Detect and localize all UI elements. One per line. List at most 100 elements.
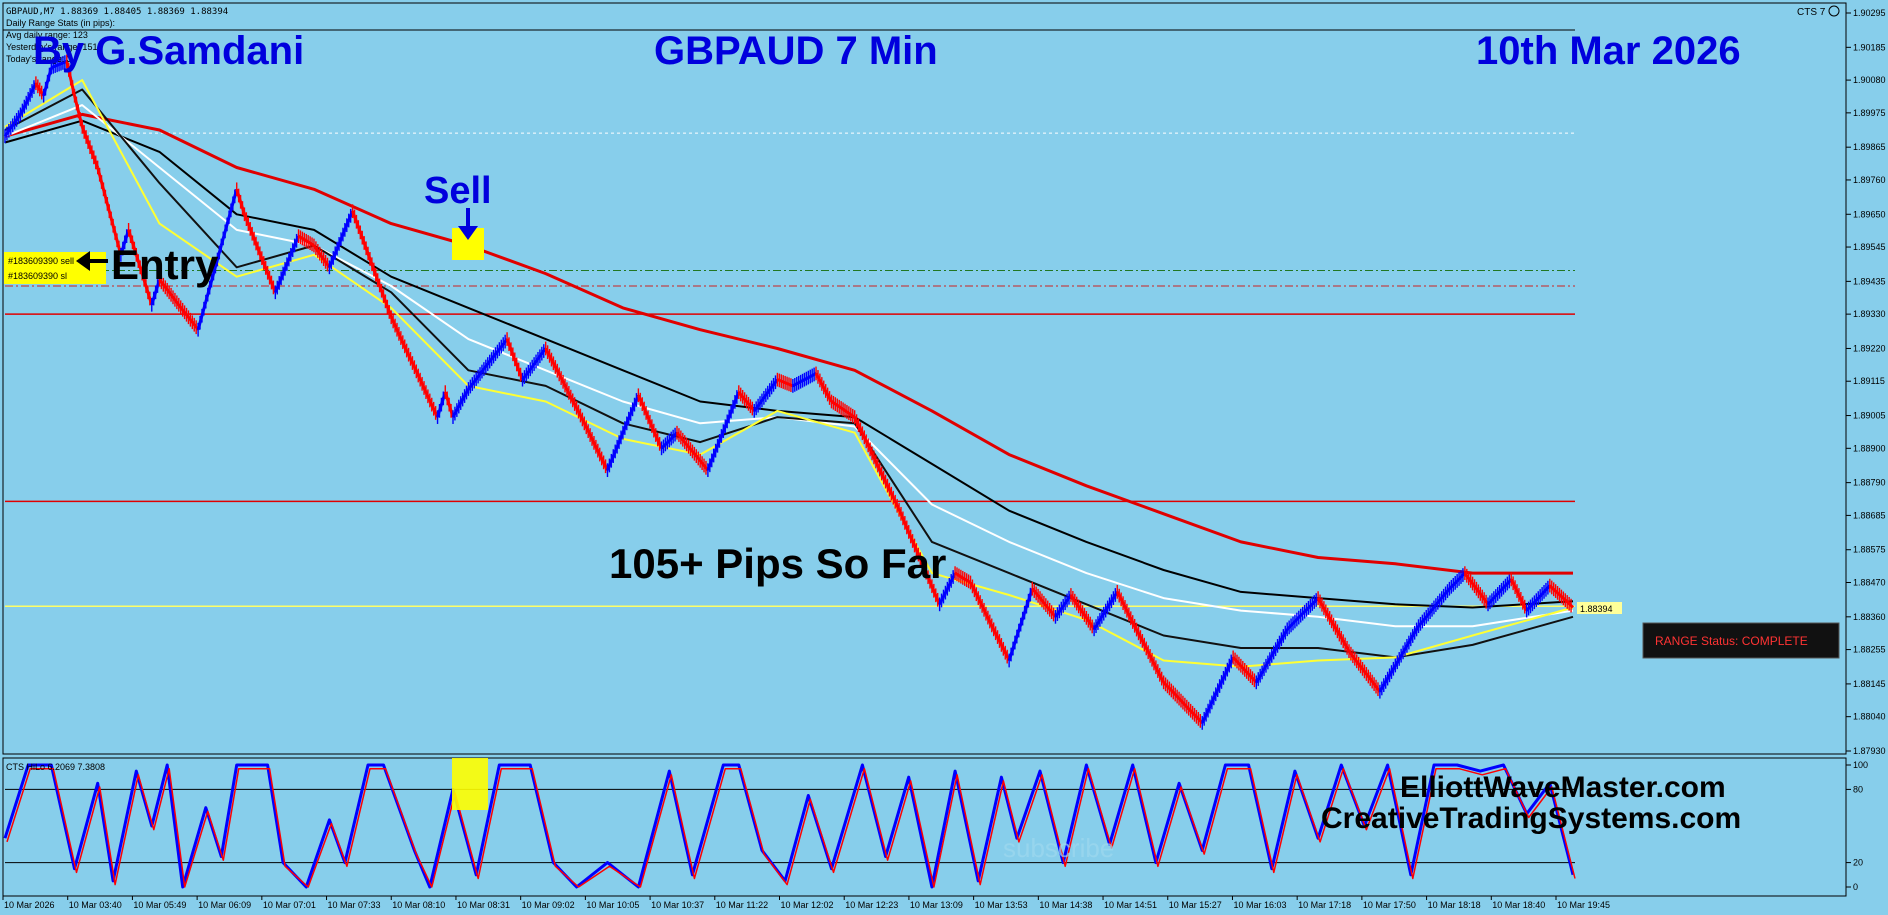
price-bar-body bbox=[235, 188, 246, 215]
price-bar-body bbox=[1193, 713, 1204, 724]
symbol-info: GBPAUD,M7 1.88369 1.88405 1.88369 1.8839… bbox=[6, 7, 228, 17]
price-bar-body bbox=[753, 399, 764, 412]
price-bar-body bbox=[1332, 623, 1343, 639]
price-bar-body bbox=[768, 378, 779, 391]
price-bar-body bbox=[838, 405, 848, 414]
price-bar-body bbox=[266, 272, 277, 293]
price-bar-body bbox=[629, 394, 640, 415]
price-bar-body bbox=[413, 366, 424, 385]
price-bar-body bbox=[660, 439, 671, 450]
price-bar-body bbox=[243, 213, 254, 235]
time-tick-label: 10 Mar 08:31 bbox=[457, 900, 510, 910]
price-bar-body bbox=[552, 362, 563, 379]
price-bar-body bbox=[281, 254, 293, 275]
price-bar-body bbox=[196, 301, 208, 331]
price-bar-body bbox=[1069, 594, 1080, 608]
price-bar-body bbox=[26, 82, 38, 100]
time-tick-label: 10 Mar 06:09 bbox=[198, 900, 251, 910]
osc-tick-label: 100 bbox=[1853, 760, 1868, 770]
sell-order-label: #183609390 sell bbox=[8, 256, 74, 266]
price-bar-body bbox=[150, 279, 161, 306]
price-bar-body bbox=[621, 413, 633, 434]
price-bar-body bbox=[1200, 705, 1212, 724]
cts-label: CTS 7 bbox=[1797, 7, 1826, 18]
price-bar-body bbox=[181, 308, 192, 321]
price-bar-body bbox=[1486, 594, 1497, 606]
price-bar-body bbox=[1432, 597, 1443, 609]
price-bar-body bbox=[42, 67, 53, 97]
time-tick-label: 10 Mar 08:10 bbox=[392, 900, 445, 910]
price-bar-body bbox=[1131, 621, 1142, 638]
price-bar-body bbox=[50, 63, 60, 69]
price-bar-body bbox=[358, 231, 370, 255]
price-bar-body bbox=[397, 333, 409, 352]
time-tick-label: 10 Mar 13:09 bbox=[910, 900, 963, 910]
osc-tick-label: 80 bbox=[1853, 784, 1863, 794]
price-bar-body bbox=[1162, 681, 1173, 692]
price-bar-body bbox=[644, 412, 656, 432]
price-bar-body bbox=[1270, 641, 1281, 657]
oscillator-label: CTS HiLo 6.2069 7.3808 bbox=[6, 762, 105, 772]
price-bar-body bbox=[459, 388, 470, 404]
price-bar-body bbox=[1000, 644, 1011, 662]
price-tick-label: 1.89760 bbox=[1853, 175, 1886, 185]
price-bar-body bbox=[930, 585, 942, 605]
price-bar-body bbox=[273, 272, 285, 293]
price-bar-body bbox=[1401, 638, 1413, 654]
price-bar-body bbox=[822, 386, 833, 403]
price-bar-body bbox=[1541, 584, 1551, 595]
price-bar-body bbox=[65, 61, 76, 97]
price-bar-body bbox=[830, 400, 841, 408]
author-label: By G.Samdani bbox=[33, 29, 304, 73]
price-tick-label: 1.90080 bbox=[1853, 75, 1886, 85]
price-tick-label: 1.89330 bbox=[1853, 309, 1886, 319]
price-bar-body bbox=[946, 572, 957, 590]
price-bar-body bbox=[73, 95, 84, 128]
price-bar-body bbox=[1456, 572, 1466, 582]
price-tick-label: 1.88255 bbox=[1853, 645, 1886, 655]
price-bar-body bbox=[915, 549, 926, 569]
price-bar-body bbox=[305, 239, 315, 247]
price-bar-body bbox=[204, 273, 215, 303]
moving-averages bbox=[4, 79, 1574, 668]
price-bar-body bbox=[103, 196, 115, 227]
time-tick-label: 10 Mar 18:40 bbox=[1492, 900, 1545, 910]
price-bar-body bbox=[1247, 673, 1258, 684]
price-bar-body bbox=[954, 571, 964, 580]
price-bar-body bbox=[590, 438, 602, 456]
price-bar-body bbox=[474, 368, 486, 380]
price-tick-label: 1.90295 bbox=[1853, 8, 1886, 18]
price-bar-body bbox=[443, 391, 455, 418]
price-bar-body bbox=[158, 278, 169, 291]
price-bar-body bbox=[536, 347, 547, 360]
price-bar-body bbox=[1293, 612, 1304, 623]
price-tick-label: 1.88360 bbox=[1853, 612, 1886, 622]
price-bar-body bbox=[1556, 591, 1567, 602]
price-bar-body bbox=[119, 229, 131, 256]
price-bar-body bbox=[382, 295, 393, 318]
current-price-text: 1.88394 bbox=[1580, 604, 1613, 614]
time-tick-label: 10 Mar 07:33 bbox=[328, 900, 381, 910]
range-status-box bbox=[1642, 622, 1840, 659]
price-tick-label: 1.87930 bbox=[1853, 746, 1886, 756]
price-bar-body bbox=[1015, 612, 1027, 638]
price-bar-body bbox=[3, 124, 14, 138]
price-bar-body bbox=[984, 613, 996, 630]
time-tick-label: 10 Mar 18:18 bbox=[1428, 900, 1481, 910]
price-bar-body bbox=[1239, 664, 1250, 676]
sell-arrow-icon bbox=[458, 208, 478, 240]
price-bar-body bbox=[922, 567, 934, 587]
price-bar-body bbox=[1448, 579, 1459, 590]
price-bar-body bbox=[1378, 677, 1389, 693]
price-bar-body bbox=[1139, 636, 1150, 653]
range-stats: Daily Range Stats (in pips): Avg daily ra… bbox=[6, 18, 115, 64]
price-bar-body bbox=[328, 248, 339, 268]
price-bar-body bbox=[297, 234, 308, 243]
price-tick-label: 1.88040 bbox=[1853, 712, 1886, 722]
price-tick-label: 1.89865 bbox=[1853, 142, 1886, 152]
price-bar-body bbox=[1409, 625, 1420, 641]
price-bar-body bbox=[1170, 689, 1181, 700]
price-bar-body bbox=[343, 210, 354, 231]
price-bar-body bbox=[814, 372, 826, 389]
price-bar-body bbox=[1525, 601, 1536, 612]
